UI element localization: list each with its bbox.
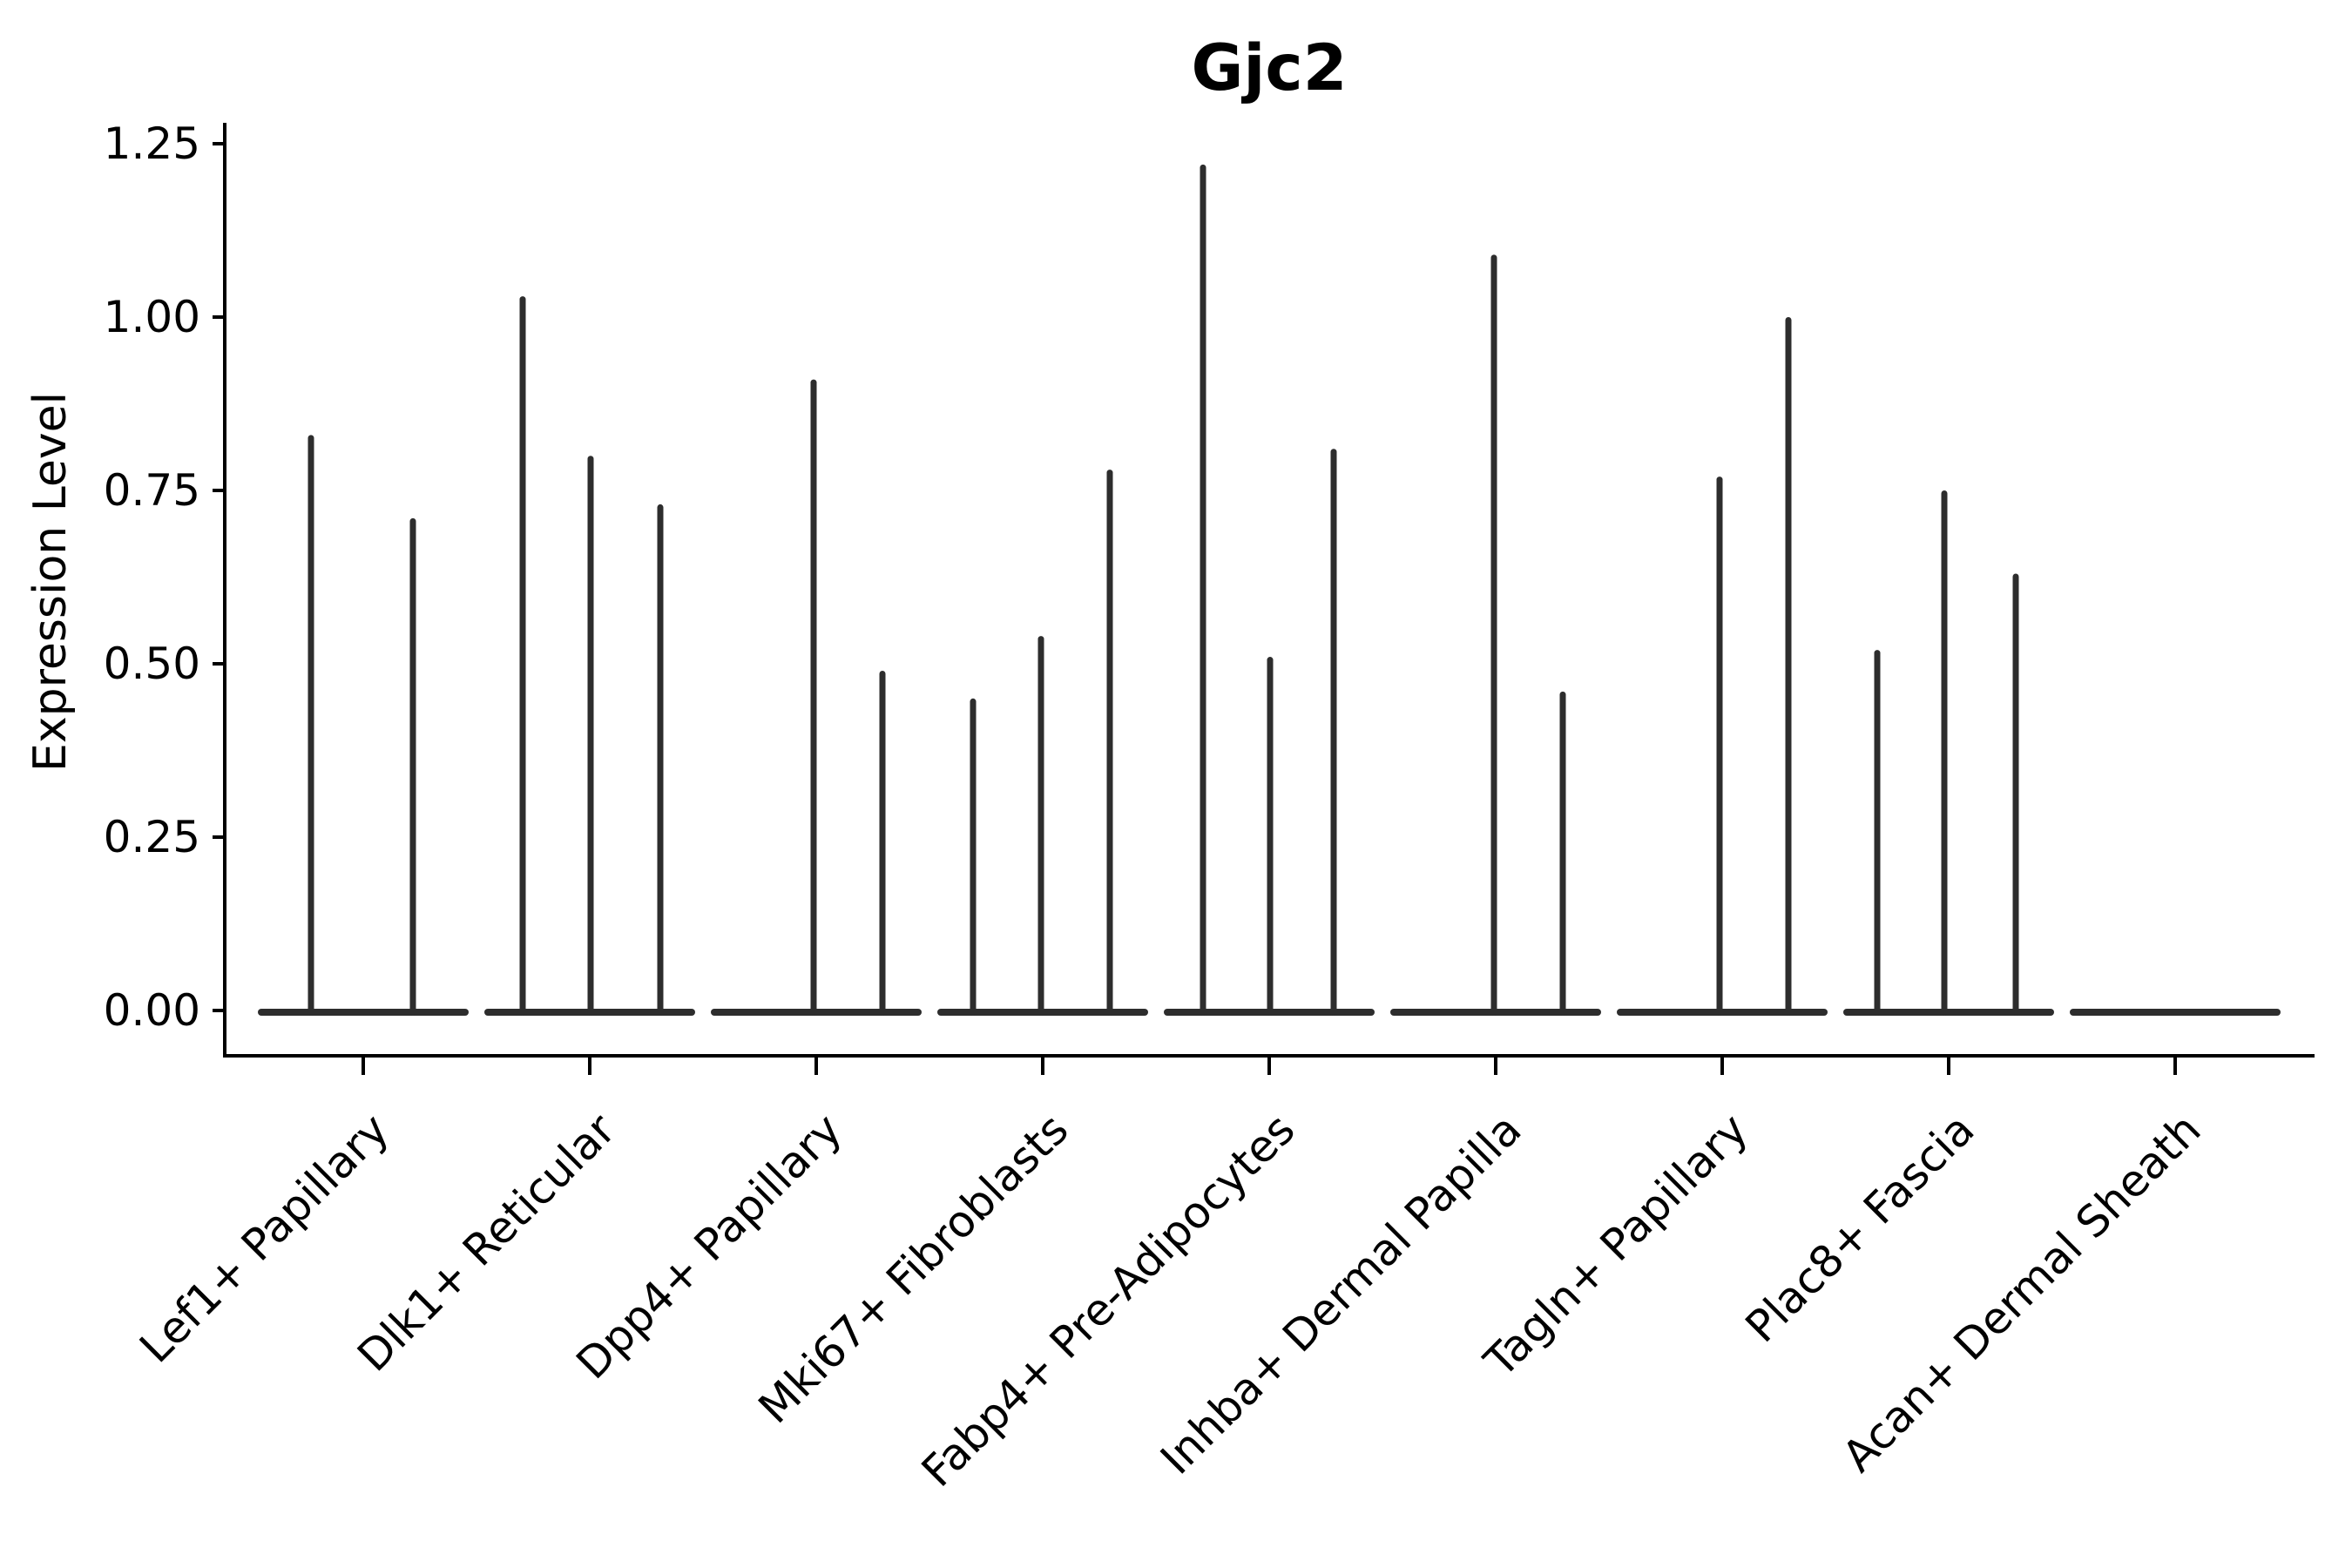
y-tick-label: 0.00 [104,985,200,1036]
y-tick [213,1009,225,1012]
y-tick-label: 0.75 [104,465,200,516]
violin-spike [970,698,977,1016]
y-tick-label: 0.25 [104,812,200,862]
y-tick [213,142,225,145]
chart-title: Gjc2 [1191,31,1347,105]
x-tick-label: Lef1+ Papillary [130,1104,398,1372]
y-tick [213,489,225,492]
x-tick [1947,1056,1950,1075]
violin-spike [1267,657,1274,1016]
x-tick-label: Acan+ Dermal Sheath [1833,1104,2211,1482]
violin-spike [1037,636,1044,1016]
violin-baseline [258,1009,469,1016]
y-axis-spine [223,123,226,1058]
x-tick [1720,1056,1724,1075]
violin-spike [1330,449,1337,1016]
y-axis-title: Expression Level [24,392,77,772]
x-tick [588,1056,591,1075]
y-tick [213,315,225,319]
violin-spike [1716,476,1723,1016]
violin-spike [1200,164,1206,1016]
violin-spike [587,456,594,1016]
violin-spike [879,670,886,1016]
violin-spike [1941,490,1948,1016]
violin-spike [409,517,416,1016]
violin-spike [657,504,664,1016]
y-tick-label: 0.50 [104,639,200,689]
x-tick [2173,1056,2177,1075]
violin-spike [1106,470,1113,1016]
y-tick [213,662,225,666]
x-tick [1494,1056,1497,1075]
x-tick-label: Plac8+ Fascia [1736,1104,1984,1352]
violin-spike [1874,650,1881,1016]
y-tick [213,835,225,839]
violin-spike [2012,573,2019,1016]
violin-spike [308,435,314,1016]
x-tick [1267,1056,1271,1075]
violin-spike [1785,317,1792,1016]
x-tick [362,1056,365,1075]
violin-spike [519,296,526,1016]
x-tick [1041,1056,1044,1075]
violin-baseline [1843,1009,2054,1016]
violin-spike [1559,691,1566,1016]
violin-baseline [2070,1009,2281,1016]
x-tick-label: Fabp4+ Pre-Adipocytes [912,1104,1305,1497]
x-tick [814,1056,818,1075]
violin-spike [810,379,817,1016]
x-tick-label: Inhba+ Dermal Papilla [1151,1104,1531,1484]
violin-spike [1490,254,1497,1016]
y-tick-label: 1.00 [104,292,200,342]
y-tick-label: 1.25 [104,118,200,169]
